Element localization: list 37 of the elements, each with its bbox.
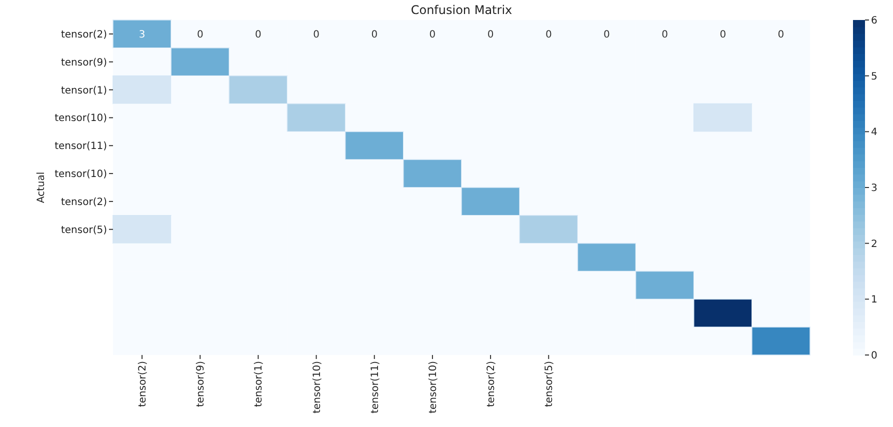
x-tick-label: tensor(5) [544,360,556,408]
color-bar-label: 3 [871,183,878,194]
y-tick-label: tensor(1) [60,85,108,96]
data-label: 0 [720,29,726,40]
data-label: 0 [545,29,552,40]
color-bar-label: 4 [871,127,878,138]
color-bar-label: 1 [871,294,878,306]
x-tick-label: tensor(10) [312,360,323,414]
x-tick-label: tensor(9) [196,360,207,408]
y-axis-title: Actual [36,172,47,204]
y-tick-label: tensor(2) [60,196,108,208]
data-label: 0 [778,29,784,40]
data-label: 0 [604,29,610,40]
y-tick-label: tensor(2) [60,29,108,40]
data-label: 0 [487,29,494,40]
y-tick-label: tensor(5) [60,224,108,236]
x-tick-label: tensor(1) [254,360,265,408]
x-tick-label: tensor(10) [428,360,439,414]
x-tick-label: tensor(2) [138,360,149,408]
x-tick-label: tensor(11) [370,360,381,414]
color-bar-label: 2 [871,238,878,250]
data-label: 0 [313,29,320,40]
x-tick-label: tensor(2) [486,360,498,408]
data-label: 3 [138,29,146,40]
color-bar-label: 0 [871,350,878,362]
y-tick-label: tensor(10) [54,169,108,180]
data-label: 0 [255,29,262,40]
data-label: 0 [662,29,668,40]
color-bar-label: 5 [871,71,878,82]
data-label: 0 [371,29,378,40]
y-tick-label: tensor(9) [60,57,108,68]
chart-title: Confusion Matrix [410,3,512,17]
data-label: 0 [196,29,204,40]
y-tick-label: tensor(11) [54,141,108,152]
y-tick-label: tensor(10) [54,113,108,124]
data-label: 0 [429,29,436,40]
color-bar-label: 6 [871,16,878,26]
